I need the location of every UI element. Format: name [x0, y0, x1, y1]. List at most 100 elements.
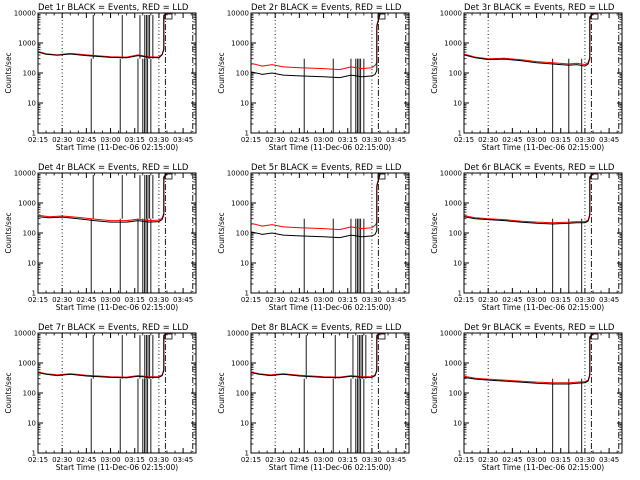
x-tick-label: 03:45 — [599, 296, 619, 304]
y-axis-label: Counts/sec — [4, 52, 13, 93]
y-tick-label: 1 — [245, 290, 249, 298]
events-series-line — [37, 333, 168, 379]
panel-4: Det 4r BLACK = Events, RED = LLD 1 10 100 10… — [4, 163, 197, 312]
panel-title-8: Det 8r BLACK = Events, RED = LLD — [251, 323, 402, 333]
y-axis-label: Counts/sec — [4, 212, 13, 253]
y-axis-label: Counts/sec — [217, 52, 226, 93]
x-tick-label: 03:30 — [362, 296, 382, 304]
y-tick-label: 10 — [240, 260, 249, 268]
events-series-line — [250, 333, 381, 379]
panel-title-4: Det 4r BLACK = Events, RED = LLD — [38, 163, 189, 173]
x-tick-label: 03:45 — [173, 296, 193, 304]
y-tick-label: 1 — [458, 290, 462, 298]
lld-series-line — [463, 172, 594, 224]
x-tick-label: 03:30 — [362, 456, 382, 464]
x-tick-label: 03:45 — [386, 296, 406, 304]
x-tick-label: 02:45 — [76, 456, 96, 464]
x-tick-label: 02:30 — [265, 296, 285, 304]
x-tick-label: 03:45 — [599, 456, 619, 464]
x-tick-label: 03:00 — [100, 296, 120, 304]
y-tick-label: 10000 — [227, 170, 249, 178]
x-tick-label: 02:15 — [28, 136, 48, 144]
y-axis-label: Counts/sec — [217, 212, 226, 253]
y-tick-label: 10 — [240, 100, 249, 108]
saturation-marker — [377, 333, 386, 340]
x-tick-label: 03:30 — [149, 456, 169, 464]
x-axis-label: Start Time (11-Dec-06 02:15:00) — [269, 143, 391, 152]
x-tick-label: 02:15 — [241, 456, 261, 464]
lld-series-line — [463, 12, 594, 66]
panel-title-9: Det 9r BLACK = Events, RED = LLD — [464, 323, 615, 333]
panel-1: Det 1r BLACK = Events, RED = LLD 1 10 100 10… — [4, 3, 197, 152]
y-tick-label: 10 — [453, 260, 462, 268]
x-tick-label: 02:15 — [28, 296, 48, 304]
events-series-line — [250, 174, 381, 239]
x-tick-label: 02:45 — [289, 456, 309, 464]
x-axis-label: Start Time (11-Dec-06 02:15:00) — [482, 143, 604, 152]
x-tick-label: 03:45 — [173, 456, 193, 464]
y-tick-label: 100 — [23, 70, 36, 78]
saturation-marker — [590, 333, 599, 340]
x-tick-label: 03:15 — [125, 296, 145, 304]
y-axis-label: Counts/sec — [430, 372, 439, 413]
x-tick-label: 02:45 — [502, 456, 522, 464]
x-tick-label: 03:00 — [313, 136, 333, 144]
y-tick-label: 10 — [453, 420, 462, 428]
x-tick-label: 02:30 — [52, 456, 72, 464]
x-tick-label: 03:30 — [149, 136, 169, 144]
panel-title-7: Det 7r BLACK = Events, RED = LLD — [38, 323, 189, 333]
y-tick-label: 10000 — [14, 330, 36, 338]
y-tick-label: 100 — [236, 390, 249, 398]
x-tick-label: 02:45 — [76, 136, 96, 144]
x-tick-label: 02:45 — [502, 136, 522, 144]
x-tick-label: 03:00 — [526, 136, 546, 144]
events-series-line — [37, 173, 168, 223]
plot-frame — [463, 332, 623, 454]
x-tick-label: 03:00 — [313, 456, 333, 464]
y-tick-label: 10000 — [14, 10, 36, 18]
x-tick-label: 03:45 — [599, 136, 619, 144]
y-tick-label: 10000 — [227, 330, 249, 338]
saturation-marker — [590, 173, 599, 180]
y-axis-label: Counts/sec — [4, 372, 13, 413]
x-axis-label: Start Time (11-Dec-06 02:15:00) — [482, 303, 604, 312]
y-tick-label: 10 — [27, 260, 36, 268]
x-tick-label: 03:00 — [313, 296, 333, 304]
y-tick-label: 1000 — [231, 360, 249, 368]
y-axis-label: Counts/sec — [430, 212, 439, 253]
x-tick-label: 03:00 — [526, 296, 546, 304]
x-tick-label: 02:15 — [241, 136, 261, 144]
x-tick-label: 02:45 — [289, 296, 309, 304]
x-tick-label: 03:30 — [575, 456, 595, 464]
x-tick-label: 02:30 — [478, 296, 498, 304]
x-axis-label: Start Time (11-Dec-06 02:15:00) — [56, 143, 178, 152]
panel-title-1: Det 1r BLACK = Events, RED = LLD — [38, 3, 189, 13]
x-tick-label: 02:15 — [241, 296, 261, 304]
plot-frame — [37, 172, 197, 294]
x-tick-label: 03:15 — [125, 136, 145, 144]
x-tick-label: 03:45 — [173, 136, 193, 144]
y-tick-label: 10000 — [227, 10, 249, 18]
saturation-marker — [164, 173, 173, 180]
x-tick-label: 03:00 — [100, 456, 120, 464]
y-tick-label: 1000 — [444, 360, 462, 368]
y-tick-label: 10 — [27, 100, 36, 108]
y-tick-label: 100 — [236, 70, 249, 78]
y-tick-label: 10 — [27, 420, 36, 428]
x-axis-label: Start Time (11-Dec-06 02:15:00) — [269, 303, 391, 312]
x-tick-label: 02:30 — [52, 136, 72, 144]
x-axis-label: Start Time (11-Dec-06 02:15:00) — [482, 463, 604, 472]
y-tick-label: 10000 — [14, 170, 36, 178]
y-tick-label: 1000 — [18, 200, 36, 208]
x-tick-label: 03:30 — [575, 296, 595, 304]
y-tick-label: 1 — [245, 130, 249, 138]
x-tick-label: 03:15 — [551, 296, 571, 304]
x-tick-label: 03:15 — [338, 136, 358, 144]
y-tick-label: 1000 — [18, 40, 36, 48]
x-tick-label: 03:15 — [551, 136, 571, 144]
x-tick-label: 02:45 — [502, 296, 522, 304]
saturation-marker — [164, 333, 173, 340]
y-tick-label: 100 — [449, 70, 462, 78]
events-series-line — [37, 13, 168, 59]
panel-title-6: Det 6r BLACK = Events, RED = LLD — [464, 163, 615, 173]
